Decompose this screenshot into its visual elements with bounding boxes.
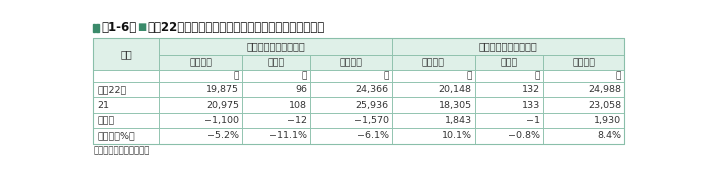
Text: 24,988: 24,988 bbox=[588, 85, 621, 94]
Text: 死者数: 死者数 bbox=[500, 58, 518, 67]
Bar bbox=[392, 55, 475, 70]
Bar bbox=[543, 113, 624, 128]
Bar bbox=[392, 38, 624, 55]
Bar bbox=[310, 97, 392, 113]
Bar bbox=[93, 38, 159, 70]
Text: 発生件数: 発生件数 bbox=[189, 58, 212, 67]
Bar bbox=[93, 82, 159, 97]
Text: 108: 108 bbox=[289, 101, 307, 110]
Text: 18,305: 18,305 bbox=[438, 101, 472, 110]
Text: −1,100: −1,100 bbox=[204, 116, 239, 125]
Bar bbox=[475, 55, 543, 70]
Text: −1: −1 bbox=[526, 116, 540, 125]
Text: 区分: 区分 bbox=[120, 49, 132, 59]
Text: 件: 件 bbox=[466, 72, 472, 81]
Bar bbox=[392, 128, 475, 144]
Bar bbox=[475, 82, 543, 97]
Bar bbox=[392, 97, 475, 113]
Bar bbox=[159, 55, 242, 70]
Text: 平成22年: 平成22年 bbox=[97, 85, 127, 94]
Text: 人: 人 bbox=[616, 72, 621, 81]
Text: 春の全国交通安全運動: 春の全国交通安全運動 bbox=[246, 42, 305, 52]
Bar bbox=[543, 82, 624, 97]
Text: −5.2%: −5.2% bbox=[207, 131, 239, 140]
Bar bbox=[392, 113, 475, 128]
Text: 25,936: 25,936 bbox=[356, 101, 389, 110]
Bar bbox=[242, 55, 310, 70]
Text: 秋の全国交通安全運動: 秋の全国交通安全運動 bbox=[478, 42, 538, 52]
Text: 件: 件 bbox=[233, 72, 239, 81]
Bar bbox=[159, 97, 242, 113]
Text: −6.1%: −6.1% bbox=[357, 131, 389, 140]
Text: 発生件数: 発生件数 bbox=[422, 58, 445, 67]
Bar bbox=[310, 113, 392, 128]
Bar bbox=[543, 70, 624, 82]
Text: −11.1%: −11.1% bbox=[269, 131, 307, 140]
Text: 死者数: 死者数 bbox=[268, 58, 285, 67]
Bar bbox=[93, 97, 159, 113]
Text: 20,975: 20,975 bbox=[206, 101, 239, 110]
Bar bbox=[475, 97, 543, 113]
Bar bbox=[159, 128, 242, 144]
Bar bbox=[242, 113, 310, 128]
Text: 負傷者数: 負傷者数 bbox=[339, 58, 362, 67]
Bar bbox=[475, 113, 543, 128]
Bar bbox=[310, 82, 392, 97]
Text: 21: 21 bbox=[97, 101, 110, 110]
Text: 第1-6表: 第1-6表 bbox=[101, 21, 136, 34]
Bar bbox=[97, 23, 99, 32]
Text: ■: ■ bbox=[137, 22, 147, 32]
Bar bbox=[392, 70, 475, 82]
Bar bbox=[310, 70, 392, 82]
Text: 1,843: 1,843 bbox=[445, 116, 472, 125]
Text: −0.8%: −0.8% bbox=[508, 131, 540, 140]
Bar bbox=[310, 128, 392, 144]
Text: 人: 人 bbox=[383, 72, 389, 81]
Bar bbox=[159, 70, 242, 82]
Text: 8.4%: 8.4% bbox=[597, 131, 621, 140]
Bar bbox=[543, 97, 624, 113]
Bar bbox=[242, 82, 310, 97]
Bar bbox=[242, 97, 310, 113]
Bar bbox=[242, 70, 310, 82]
Bar bbox=[93, 113, 159, 128]
Bar bbox=[93, 128, 159, 144]
Bar bbox=[392, 82, 475, 97]
Bar bbox=[475, 70, 543, 82]
Bar bbox=[159, 38, 392, 55]
Bar bbox=[93, 70, 159, 82]
Text: 人: 人 bbox=[302, 72, 307, 81]
Bar bbox=[242, 128, 310, 144]
Text: 20,148: 20,148 bbox=[439, 85, 472, 94]
Bar bbox=[310, 55, 392, 70]
Text: 96: 96 bbox=[295, 85, 307, 94]
Bar bbox=[92, 23, 95, 32]
Text: 負傷者数: 負傷者数 bbox=[572, 58, 595, 67]
Text: 24,366: 24,366 bbox=[356, 85, 389, 94]
Bar bbox=[159, 113, 242, 128]
Text: −12: −12 bbox=[287, 116, 307, 125]
Bar bbox=[475, 128, 543, 144]
Text: 132: 132 bbox=[522, 85, 540, 94]
Text: 23,058: 23,058 bbox=[588, 101, 621, 110]
Bar bbox=[159, 82, 242, 97]
Text: 10.1%: 10.1% bbox=[442, 131, 472, 140]
Text: 増減数: 増減数 bbox=[97, 116, 115, 125]
Text: 1,930: 1,930 bbox=[594, 116, 621, 125]
Text: 人: 人 bbox=[534, 72, 540, 81]
Text: 増減率（%）: 増減率（%） bbox=[97, 131, 135, 140]
Text: 平成22年全国交通安全運動期間中の交通事故発生状況: 平成22年全国交通安全運動期間中の交通事故発生状況 bbox=[147, 21, 325, 34]
Text: 133: 133 bbox=[521, 101, 540, 110]
Bar bbox=[543, 128, 624, 144]
Bar bbox=[93, 38, 624, 144]
Text: 注　警察庁資料による。: 注 警察庁資料による。 bbox=[93, 147, 150, 156]
Text: −1,570: −1,570 bbox=[354, 116, 389, 125]
Text: 19,875: 19,875 bbox=[206, 85, 239, 94]
Bar bbox=[543, 55, 624, 70]
